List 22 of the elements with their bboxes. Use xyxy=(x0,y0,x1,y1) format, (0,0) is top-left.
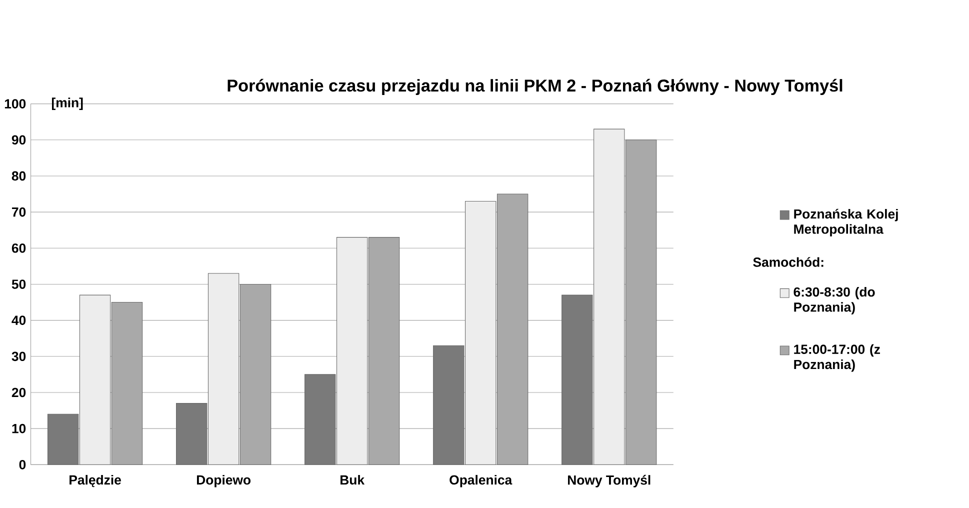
y-tick-label: 70 xyxy=(12,207,26,217)
x-tick-label: Nowy Tomyśl xyxy=(568,474,650,488)
x-tick-label: Palędzie xyxy=(70,474,121,488)
y-tick-label: 100 xyxy=(4,99,26,108)
chart-title: Porównanie czasu przejazdu na linii PKM 2 - Poznań Główny - Nowy Tomyśl xyxy=(228,78,842,95)
y-axis-title: [min] xyxy=(52,98,83,110)
x-tick-label: Buk xyxy=(340,474,365,485)
y-tick-label: 60 xyxy=(12,243,26,253)
legend-label: 6:30-8:30 (do Poznania) xyxy=(794,286,875,314)
y-tick-label: 20 xyxy=(12,388,26,398)
text: Samochód: xyxy=(753,257,824,267)
legend-label: Poznańska Kolej Metropolitalna xyxy=(794,208,898,236)
y-tick-label: 80 xyxy=(12,171,26,181)
legend-label: 15:00-17:00 (z Poznania) xyxy=(794,344,880,372)
y-tick-label: 40 xyxy=(12,316,26,325)
y-tick-label: 50 xyxy=(12,279,26,289)
x-tick-label: Dopiewo xyxy=(196,474,251,488)
y-tick-label: 90 xyxy=(12,135,26,144)
y-tick-label: 10 xyxy=(12,424,26,434)
y-tick-label: 30 xyxy=(12,352,26,361)
y-tick-label: 0 xyxy=(19,460,26,470)
x-tick-label: Opalenica xyxy=(450,474,512,488)
